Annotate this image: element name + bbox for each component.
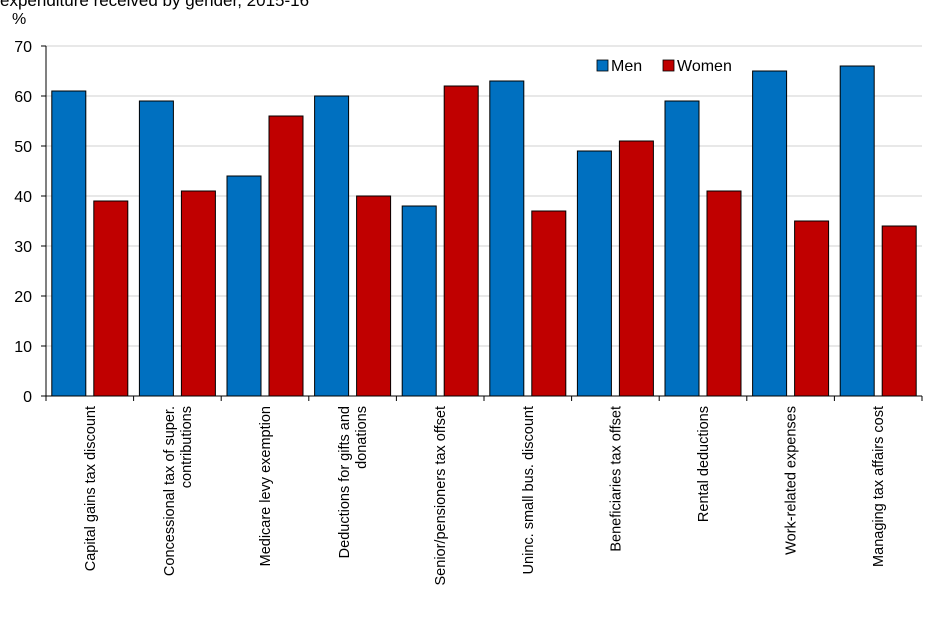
bar-men [401,205,437,397]
x-category-label: Rental deductions [696,406,712,522]
bar-men [664,100,700,397]
y-tick-label: 60 [14,89,32,106]
x-category-label-line: contributions [179,406,195,488]
bar-men [314,95,350,397]
bar-men [576,150,612,397]
bar-women [706,190,742,397]
bar-men [51,90,87,397]
y-tick-label: 70 [14,39,32,56]
x-category-label-line: Work-related expenses [784,406,800,555]
x-category-label-line: Beneficiaries tax offset [608,406,624,552]
y-tick-label: 20 [14,289,32,306]
legend-swatch-women [662,59,675,72]
legend: Men Women [596,58,732,75]
x-category-label-line: Uninc. small bus. discount [521,406,537,574]
x-category-label: Concessional tax of super. contributions [162,406,195,576]
x-category-label: Uninc. small bus. discount [521,406,537,574]
x-category-label-line: Medicare levy exemption [258,406,274,566]
x-category-label: Work-related expenses [784,406,800,555]
x-category-label: Managing tax affairs cost [871,406,887,567]
x-category-label: Capital gains tax discount [83,406,99,571]
x-category-label-line: Rental deductions [696,406,712,522]
legend-label-women: Women [677,58,732,75]
y-tick-label: 30 [14,239,32,256]
x-category-label: Medicare levy exemption [258,406,274,566]
bars [51,65,917,397]
bar-women [618,140,654,397]
y-tick-label: 40 [14,189,32,206]
bar-women [443,85,479,397]
bar-men [752,70,788,397]
gridlines [46,45,922,347]
y-tick-label: 10 [14,339,32,356]
x-category-label-line: Concessional tax of super. [162,406,178,576]
x-category-label-line: Senior/pensioners tax offset [433,406,449,585]
bar-men [138,100,174,397]
bar-men [839,65,875,397]
x-category-label: Senior/pensioners tax offset [433,406,449,585]
bar-men [489,80,525,397]
y-tick-label: 0 [23,389,32,406]
x-category-label: Beneficiaries tax offset [608,406,624,552]
bar-men [226,175,262,397]
x-category-label-line: Capital gains tax discount [83,406,99,571]
x-category-label: Deductions for gifts and donations [337,406,370,558]
axes: 0 10 20 30 40 50 60 70% Capital gains tax discou… [12,11,923,585]
bar-women [881,225,917,397]
y-axis-unit-label: % [12,11,26,28]
y-tick-label: 50 [14,139,32,156]
bar-women [93,200,129,397]
legend-swatch-men [596,59,609,72]
bar-women [531,210,567,397]
x-category-label-line: donations [354,406,370,469]
legend-label-men: Men [611,58,642,75]
bar-women [180,190,216,397]
chart-title: expenditure received by gender, 2015-16 [0,0,310,10]
x-category-label-line: Deductions for gifts and [337,406,353,558]
bar-women [268,115,304,397]
bar-women [356,195,392,397]
x-category-label-line: Managing tax affairs cost [871,406,887,567]
bar-women [794,220,830,397]
